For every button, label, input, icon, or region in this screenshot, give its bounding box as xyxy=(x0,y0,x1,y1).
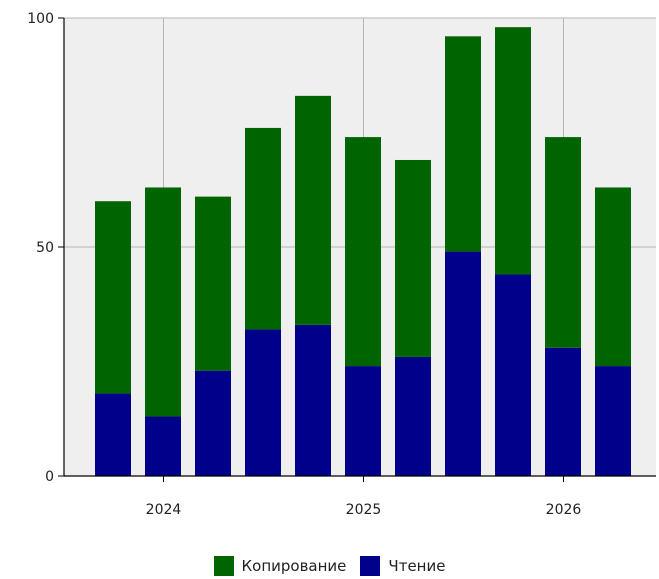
bar-copy-1 xyxy=(145,187,181,417)
bar-read-2 xyxy=(195,370,231,476)
x-tick-label-1: 2025 xyxy=(346,502,382,518)
bar-read-8 xyxy=(495,274,531,476)
bar-copy-8 xyxy=(495,27,531,275)
legend-label-copy: Копирование xyxy=(241,557,347,575)
bar-read-5 xyxy=(345,366,381,476)
legend-swatch-read xyxy=(360,556,381,576)
legend-item-copy: Копирование xyxy=(213,556,347,576)
y-tick-label-1: 50 xyxy=(36,240,54,256)
bar-copy-9 xyxy=(545,137,581,348)
bar-read-10 xyxy=(595,366,631,476)
bar-read-4 xyxy=(295,324,331,476)
bar-read-3 xyxy=(245,329,281,476)
x-axis-ticks: 2024 2025 2026 xyxy=(146,476,582,518)
x-tick-label-0: 2024 xyxy=(146,502,182,518)
bar-read-7 xyxy=(445,251,481,476)
y-tick-label-2: 100 xyxy=(27,11,54,27)
bar-copy-7 xyxy=(445,36,481,252)
y-axis-ticks: 0 50 100 xyxy=(27,11,64,485)
bar-copy-3 xyxy=(245,127,281,330)
bar-copy-6 xyxy=(395,159,431,357)
legend-swatch-copy xyxy=(213,556,234,576)
chart: 0 50 100 2024 2025 2026 xyxy=(27,11,656,518)
bar-read-0 xyxy=(95,393,131,476)
bar-copy-10 xyxy=(595,187,631,367)
legend: Копирование Чтение xyxy=(0,556,659,576)
bar-copy-5 xyxy=(345,137,381,367)
bar-read-9 xyxy=(545,347,581,476)
bar-read-1 xyxy=(145,416,181,476)
bar-copy-0 xyxy=(95,201,131,394)
bar-read-6 xyxy=(395,356,431,476)
bar-copy-4 xyxy=(295,95,331,325)
legend-label-read: Чтение xyxy=(388,557,446,575)
bar-copy-2 xyxy=(195,196,231,371)
x-tick-label-2: 2026 xyxy=(546,502,582,518)
y-tick-label-0: 0 xyxy=(45,469,54,485)
bars xyxy=(95,27,631,476)
legend-item-read: Чтение xyxy=(360,556,445,576)
